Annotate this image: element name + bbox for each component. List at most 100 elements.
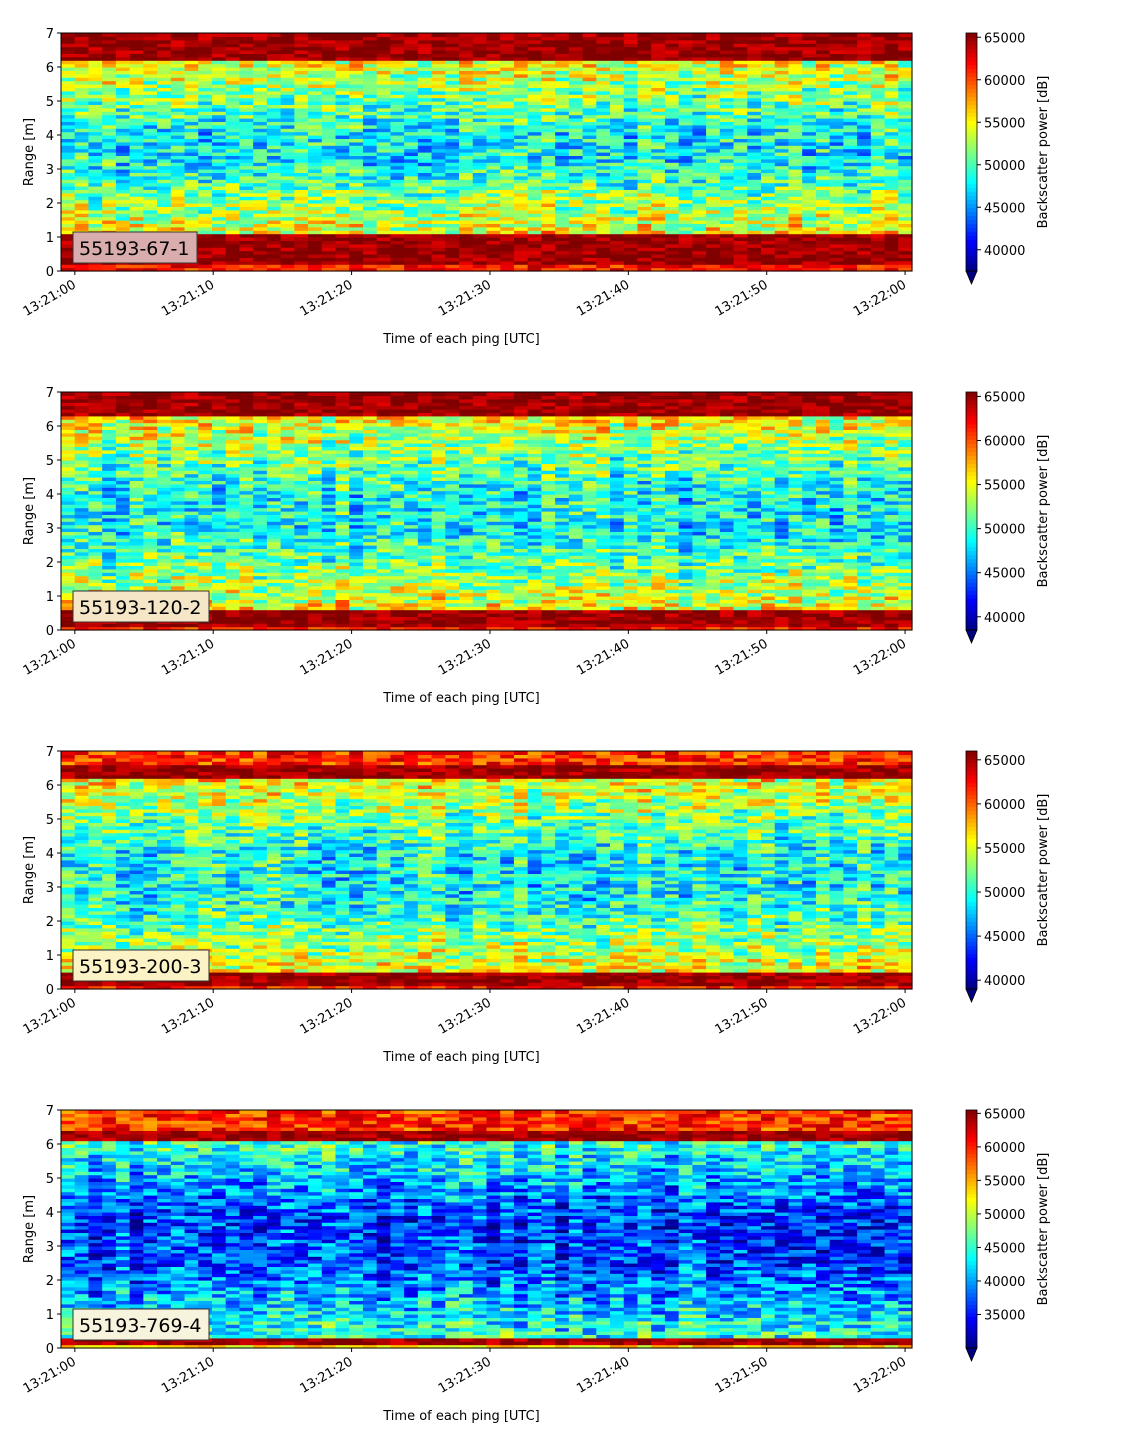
heatmap-cell bbox=[74, 141, 90, 146]
heatmap-cell bbox=[884, 70, 899, 75]
heatmap-cell bbox=[129, 528, 144, 532]
heatmap-cell bbox=[74, 226, 90, 231]
heatmap-cell bbox=[664, 247, 680, 252]
heatmap-cell bbox=[527, 80, 543, 85]
heatmap-cell bbox=[390, 172, 405, 177]
heatmap-cell bbox=[596, 237, 611, 241]
heatmap-cell bbox=[157, 36, 172, 41]
heatmap-cell bbox=[102, 203, 117, 207]
heatmap-cell bbox=[266, 223, 282, 228]
heatmap-cell bbox=[239, 199, 254, 204]
heatmap-cell bbox=[555, 179, 570, 184]
colorbar-tick-label: 55000 bbox=[984, 116, 1025, 131]
heatmap-cell bbox=[157, 203, 172, 207]
heatmap-cell bbox=[527, 243, 543, 248]
heatmap-cell bbox=[761, 196, 776, 201]
heatmap-cell bbox=[102, 443, 117, 447]
heatmap-cell bbox=[88, 412, 103, 417]
heatmap-cell bbox=[349, 138, 364, 143]
heatmap-cell bbox=[376, 203, 392, 207]
heatmap-cell bbox=[692, 233, 707, 238]
colorbar-segment bbox=[966, 33, 977, 38]
heatmap-cell bbox=[61, 405, 76, 410]
heatmap-cell bbox=[308, 250, 323, 255]
heatmap-cell bbox=[788, 39, 803, 44]
heatmap-cell bbox=[431, 155, 446, 160]
heatmap-cell bbox=[733, 240, 748, 245]
heatmap-cell bbox=[253, 56, 268, 61]
heatmap-cell bbox=[170, 97, 186, 102]
heatmap-cell bbox=[610, 60, 625, 65]
heatmap-cell bbox=[335, 80, 350, 85]
heatmap-cell bbox=[445, 90, 460, 95]
heatmap-cell bbox=[843, 267, 858, 272]
heatmap-cell bbox=[74, 534, 90, 539]
heatmap-cell bbox=[870, 220, 886, 224]
heatmap-cell bbox=[802, 124, 817, 129]
heatmap-cell bbox=[857, 56, 872, 61]
heatmap-cell bbox=[376, 73, 392, 78]
heatmap-cell bbox=[747, 199, 762, 204]
heatmap-cell bbox=[198, 67, 213, 71]
heatmap-cell bbox=[733, 172, 748, 177]
heatmap-cell bbox=[225, 260, 241, 265]
heatmap-cell bbox=[61, 582, 76, 587]
heatmap-cell bbox=[61, 179, 76, 184]
heatmap-cell bbox=[459, 230, 474, 235]
heatmap-cell bbox=[115, 104, 131, 109]
heatmap-cell bbox=[335, 175, 350, 180]
heatmap-cell bbox=[308, 216, 323, 221]
heatmap-cell bbox=[843, 260, 858, 265]
heatmap-cell bbox=[211, 50, 227, 54]
heatmap-cell bbox=[308, 63, 323, 68]
heatmap-cell bbox=[431, 121, 446, 126]
heatmap-cell bbox=[486, 118, 501, 122]
heatmap-cell bbox=[664, 223, 680, 228]
heatmap-cell bbox=[459, 216, 474, 221]
heatmap-cell bbox=[472, 264, 488, 269]
heatmap-cell bbox=[898, 73, 913, 78]
colorbar-segment bbox=[966, 48, 977, 54]
colorbar-segment bbox=[966, 104, 977, 109]
heatmap-cell bbox=[129, 203, 144, 207]
heatmap-cell bbox=[815, 186, 831, 190]
heatmap-cell bbox=[733, 237, 748, 241]
heatmap-cell bbox=[266, 36, 282, 41]
heatmap-cell bbox=[266, 247, 282, 252]
heatmap-cell bbox=[88, 203, 103, 207]
heatmap-cell bbox=[335, 254, 350, 258]
heatmap-cell bbox=[115, 111, 131, 116]
heatmap-cell bbox=[815, 172, 831, 177]
heatmap-cell bbox=[157, 545, 172, 549]
heatmap-cell bbox=[829, 118, 844, 122]
heatmap-cell bbox=[88, 152, 103, 156]
heatmap-cell bbox=[88, 169, 103, 173]
heatmap-cell bbox=[266, 257, 282, 262]
heatmap-cell bbox=[157, 196, 172, 201]
heatmap-cell bbox=[417, 87, 433, 92]
heatmap-cell bbox=[582, 97, 597, 102]
heatmap-cell bbox=[239, 243, 254, 248]
heatmap-cell bbox=[115, 118, 131, 122]
heatmap-cell bbox=[115, 152, 131, 156]
heatmap-cell bbox=[802, 111, 817, 116]
heatmap-cell bbox=[266, 186, 282, 190]
heatmap-cell bbox=[362, 182, 378, 187]
heatmap-cell bbox=[390, 56, 405, 61]
heatmap-cell bbox=[225, 145, 241, 150]
heatmap-cell bbox=[308, 121, 323, 126]
heatmap-cell bbox=[157, 121, 172, 126]
heatmap-cell bbox=[294, 179, 309, 184]
heatmap-cell bbox=[170, 118, 186, 122]
heatmap-cell bbox=[417, 36, 433, 41]
heatmap-cell bbox=[74, 446, 90, 451]
heatmap-cell bbox=[637, 226, 652, 231]
heatmap-cell bbox=[376, 36, 392, 41]
heatmap-cell bbox=[170, 124, 186, 129]
heatmap-cell bbox=[582, 237, 597, 241]
heatmap-cell bbox=[898, 257, 913, 262]
heatmap-cell bbox=[527, 104, 543, 109]
heatmap-cell bbox=[61, 63, 76, 68]
heatmap-cell bbox=[596, 209, 611, 214]
heatmap-cell bbox=[211, 257, 227, 262]
